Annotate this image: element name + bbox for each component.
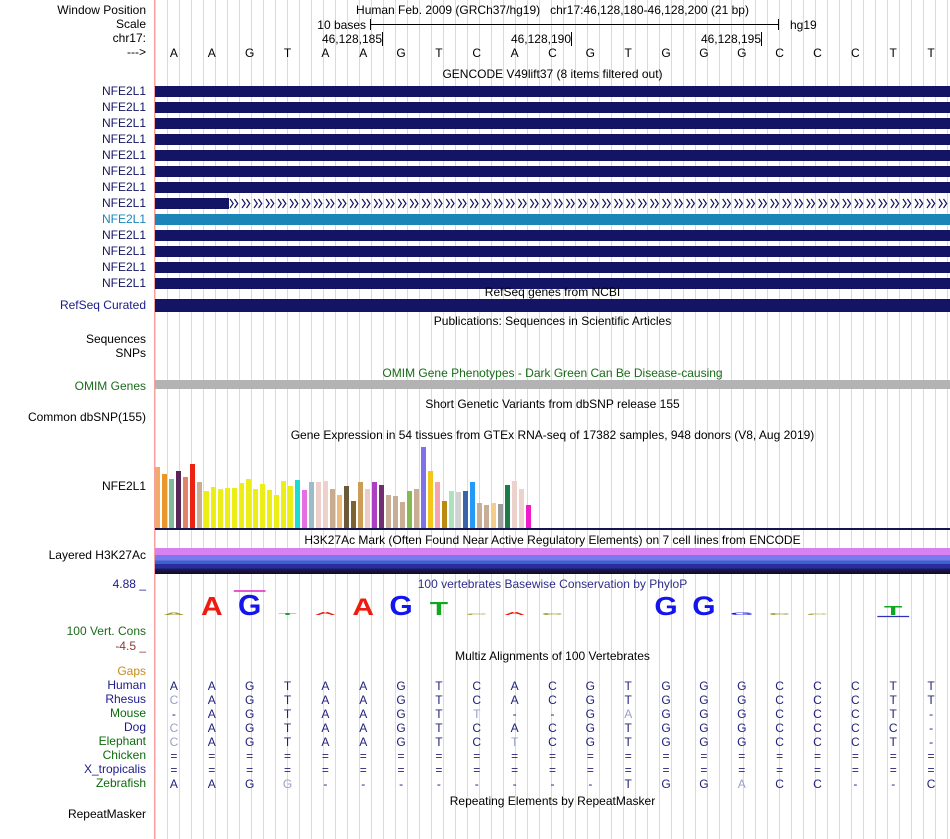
svg-text:C: C <box>807 613 829 615</box>
svg-text:T: T <box>430 599 448 620</box>
svg-text:A: A <box>315 611 337 616</box>
svg-text:C: C <box>769 613 791 616</box>
svg-text:C: C <box>542 613 564 616</box>
svg-text:A: A <box>352 593 374 620</box>
svg-text:G: G <box>692 591 715 621</box>
svg-text:T: T <box>884 603 902 617</box>
svg-text:T: T <box>278 613 296 616</box>
svg-text:G: G <box>238 589 261 621</box>
svg-text:A: A <box>201 592 223 620</box>
svg-text:G: G <box>389 591 412 622</box>
svg-text:A: A <box>504 611 526 616</box>
svg-text:G: G <box>730 612 753 616</box>
svg-text:C: C <box>466 613 488 615</box>
svg-text:G: G <box>654 592 677 620</box>
svg-text:A: A <box>163 612 185 616</box>
